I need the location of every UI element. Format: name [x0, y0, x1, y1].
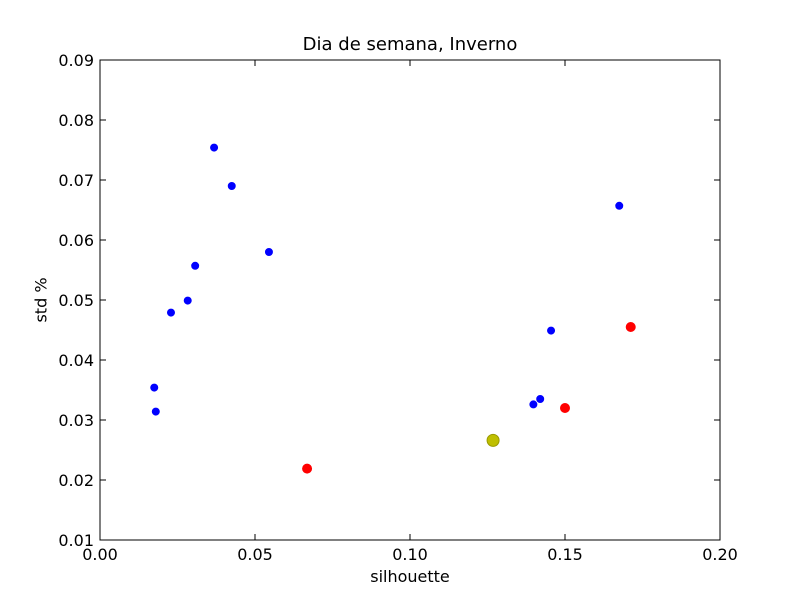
x-tick-label: 0.15: [547, 545, 583, 564]
chart-title: Dia de semana, Inverno: [302, 34, 518, 55]
data-point-series-1: [536, 395, 545, 403]
data-point-series-1: [166, 308, 175, 317]
x-tick-label: 0.20: [702, 545, 738, 564]
data-point-series-2: [625, 322, 636, 332]
axis-ticks: 0.00 0.05 0.10 0.15 0.20 0.01 0.02 0.03 0.04 0.05…: [58, 51, 737, 564]
data-point-series-1: [227, 182, 236, 190]
data-point-series-2: [302, 463, 313, 474]
y-axis-label: std %: [31, 277, 51, 323]
y-tick-label: 0.05: [58, 291, 94, 310]
x-tick-label: 0.10: [392, 545, 428, 564]
y-tick-label: 0.04: [58, 351, 94, 370]
plot-area-frame: [99, 59, 721, 541]
y-tick-label: 0.03: [58, 411, 94, 430]
x-axis-label: silhouette: [370, 567, 450, 586]
data-point-series-1: [150, 383, 159, 392]
y-tick-label: 0.08: [58, 111, 94, 130]
data-point-series-1: [547, 326, 556, 335]
data-point-series-1: [615, 201, 624, 210]
x-tick-label: 0.00: [82, 545, 118, 564]
y-tick-label: 0.06: [58, 231, 94, 250]
data-point-series-1: [210, 143, 219, 152]
y-tick-label: 0.02: [58, 471, 94, 490]
y-tick-label: 0.07: [58, 171, 94, 190]
data-point-series-2: [560, 403, 570, 413]
data-points: [150, 143, 636, 474]
data-point-series-1: [264, 248, 273, 256]
x-tick-label: 0.05: [237, 545, 273, 564]
y-tick-label: 0.09: [58, 51, 94, 70]
data-point-series-1: [151, 407, 160, 416]
y-tick-label: 0.01: [58, 531, 94, 550]
data-point-series-1: [183, 296, 192, 305]
data-point-series-3: [486, 433, 500, 447]
data-point-series-1: [529, 400, 538, 409]
data-point-series-1: [191, 261, 200, 270]
